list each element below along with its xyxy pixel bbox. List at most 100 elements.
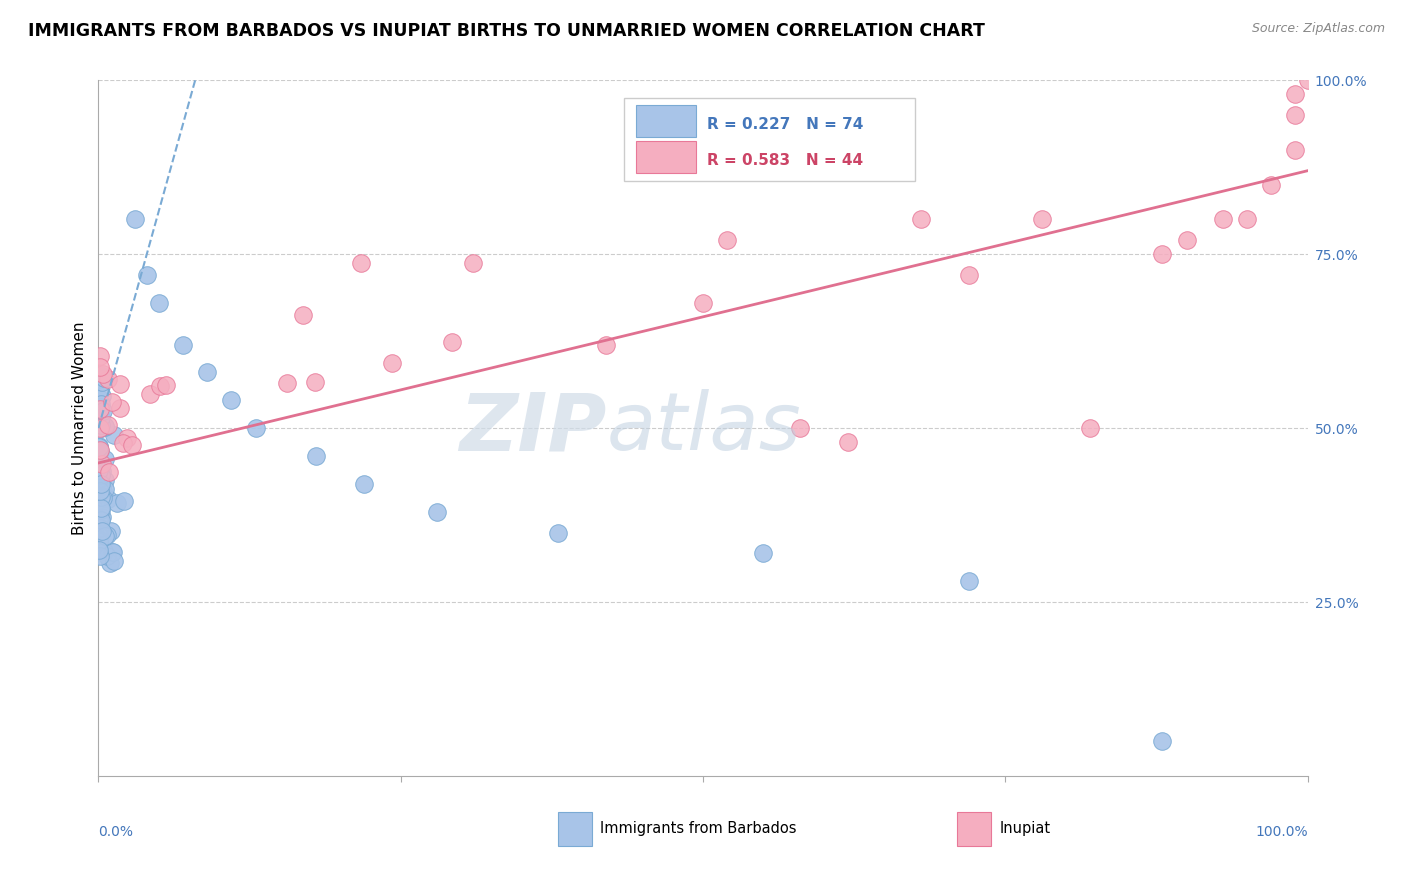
Point <box>910 212 932 227</box>
Point <box>91 389 114 403</box>
Point <box>89 512 111 526</box>
FancyBboxPatch shape <box>637 141 696 172</box>
Point <box>837 435 859 450</box>
Point <box>155 377 177 392</box>
Point <box>94 482 117 496</box>
Point <box>1284 87 1306 102</box>
Point <box>115 432 138 446</box>
Point <box>89 483 111 498</box>
Point <box>87 543 110 558</box>
Point <box>148 296 170 310</box>
Point <box>149 378 172 392</box>
Point <box>97 372 120 386</box>
Point <box>135 268 157 282</box>
Point <box>1236 212 1258 227</box>
FancyBboxPatch shape <box>637 104 696 136</box>
Point <box>91 458 114 472</box>
Point <box>87 528 110 542</box>
Point <box>91 509 114 524</box>
Point <box>1152 734 1174 748</box>
Point <box>94 420 117 434</box>
Point <box>91 491 114 506</box>
Text: R = 0.227   N = 74: R = 0.227 N = 74 <box>707 117 863 132</box>
Point <box>112 494 135 508</box>
Point <box>89 360 111 375</box>
Point <box>98 465 121 479</box>
Point <box>94 419 117 434</box>
Point <box>426 505 449 519</box>
Text: Inupiat: Inupiat <box>1000 822 1050 837</box>
Point <box>90 500 112 515</box>
Point <box>87 533 110 548</box>
Point <box>89 521 111 535</box>
Point <box>97 491 120 506</box>
Point <box>87 512 110 526</box>
Point <box>97 417 120 432</box>
Point <box>90 503 112 517</box>
Bar <box>558 813 592 846</box>
Point <box>1078 421 1101 435</box>
Point <box>91 524 114 538</box>
Point <box>101 395 124 409</box>
Point <box>1152 247 1174 261</box>
Point <box>716 233 738 247</box>
Point <box>89 421 111 435</box>
Point <box>90 375 112 389</box>
Point <box>90 513 112 527</box>
Point <box>87 444 110 458</box>
Point <box>1212 212 1234 227</box>
Point <box>89 466 111 480</box>
Point <box>87 463 110 477</box>
Point <box>752 546 775 560</box>
Point <box>221 393 243 408</box>
Point <box>195 366 218 380</box>
Point <box>245 421 267 435</box>
Point <box>547 525 569 540</box>
Point <box>89 549 111 563</box>
Point <box>94 528 117 542</box>
Point <box>276 376 298 391</box>
Point <box>100 524 122 539</box>
Point <box>89 401 111 416</box>
Point <box>90 477 112 491</box>
Point <box>1284 143 1306 157</box>
Point <box>87 439 110 453</box>
Point <box>353 476 375 491</box>
Point <box>957 268 980 282</box>
Point <box>89 401 111 415</box>
Point <box>89 472 111 486</box>
Point <box>91 483 114 498</box>
Point <box>101 545 124 559</box>
Point <box>595 337 617 351</box>
Text: IMMIGRANTS FROM BARBADOS VS INUPIAT BIRTHS TO UNMARRIED WOMEN CORRELATION CHART: IMMIGRANTS FROM BARBADOS VS INUPIAT BIRT… <box>28 22 986 40</box>
Point <box>440 335 463 350</box>
Point <box>124 212 146 227</box>
Point <box>957 574 980 589</box>
Y-axis label: Births to Unmarried Women: Births to Unmarried Women <box>72 321 87 535</box>
Point <box>89 480 111 494</box>
Point <box>108 401 131 415</box>
Point <box>463 256 485 270</box>
Point <box>87 391 110 405</box>
Point <box>105 496 128 510</box>
Point <box>305 449 328 463</box>
Point <box>291 308 314 322</box>
Text: atlas: atlas <box>606 389 801 467</box>
Point <box>1260 178 1282 192</box>
Point <box>90 417 112 432</box>
Point <box>90 468 112 483</box>
Point <box>172 337 194 351</box>
Point <box>91 368 114 383</box>
Point <box>96 528 118 542</box>
Point <box>91 367 114 381</box>
Point <box>94 473 117 487</box>
Point <box>381 356 404 370</box>
Point <box>90 490 112 504</box>
Text: R = 0.583   N = 44: R = 0.583 N = 44 <box>707 153 863 168</box>
Point <box>350 256 373 270</box>
Point <box>87 375 110 389</box>
Point <box>93 371 115 385</box>
Point <box>90 464 112 478</box>
Point <box>304 375 326 389</box>
Point <box>90 409 112 424</box>
